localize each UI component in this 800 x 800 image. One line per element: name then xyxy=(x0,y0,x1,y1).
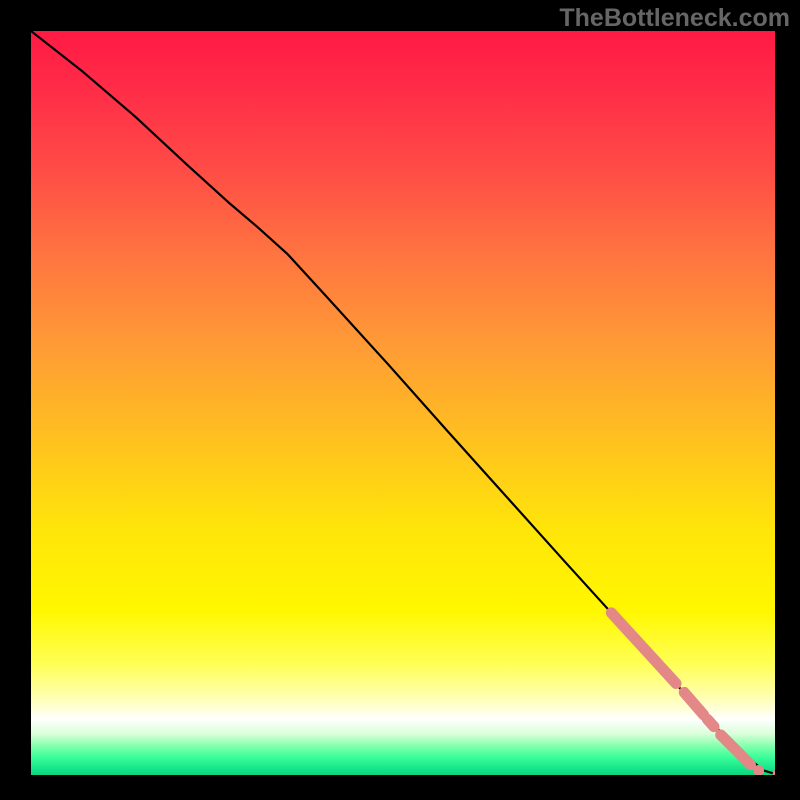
bead-segment xyxy=(684,692,703,714)
bead-segment xyxy=(721,735,751,765)
plot-area xyxy=(31,31,775,775)
chart-svg xyxy=(31,31,775,775)
bead-segment xyxy=(611,613,676,684)
beads-layer xyxy=(611,613,775,775)
bead-dot xyxy=(772,768,775,775)
bead-segment xyxy=(707,719,714,726)
watermark-label: TheBottleneck.com xyxy=(559,4,790,33)
chart-container: TheBottleneck.com xyxy=(0,0,800,800)
